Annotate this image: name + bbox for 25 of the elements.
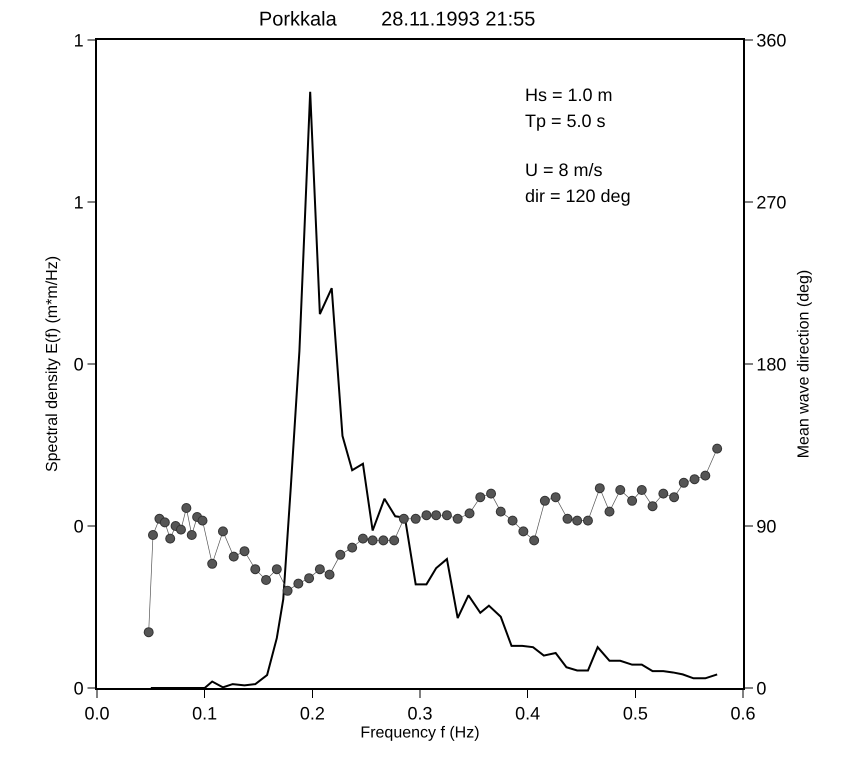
x-tick-label: 0.1: [192, 703, 218, 724]
y-tick-label: 1: [74, 30, 84, 50]
annotation: dir = 120 deg: [525, 186, 631, 206]
x-tick-label: 0.3: [407, 703, 433, 724]
y2-tick-label: 0: [756, 678, 766, 698]
x-tick-label: 0.5: [622, 703, 648, 724]
y-tick-label: 0: [74, 678, 84, 698]
y2-tick-label: 90: [756, 516, 776, 536]
chart-title: Porkkala 28.11.1993 21:55: [258, 8, 536, 30]
y2-tick-label: 360: [756, 30, 786, 50]
y-tick-label: 0: [74, 516, 84, 536]
x-axis-title: Frequency f (Hz): [360, 724, 480, 742]
x-tick-label: 0.2: [300, 703, 325, 724]
y-tick-label: 0: [74, 354, 84, 374]
y2-tick-label: 270: [756, 192, 786, 212]
y2-axis-title: Mean wave direction (deg): [796, 270, 813, 458]
x-tick-label: 0.6: [730, 703, 756, 724]
y2-tick-label: 180: [756, 354, 786, 374]
y-axis-title: Spectral density E(f) (m*m/Hz): [44, 256, 62, 472]
y-tick-label: 1: [74, 192, 84, 212]
x-tick-label: 0.0: [84, 703, 110, 724]
annotation: Hs = 1.0 m: [525, 85, 613, 105]
x-tick-label: 0.4: [515, 703, 540, 724]
annotation: Tp = 5.0 s: [525, 111, 606, 131]
annotation: U = 8 m/s: [525, 160, 603, 180]
